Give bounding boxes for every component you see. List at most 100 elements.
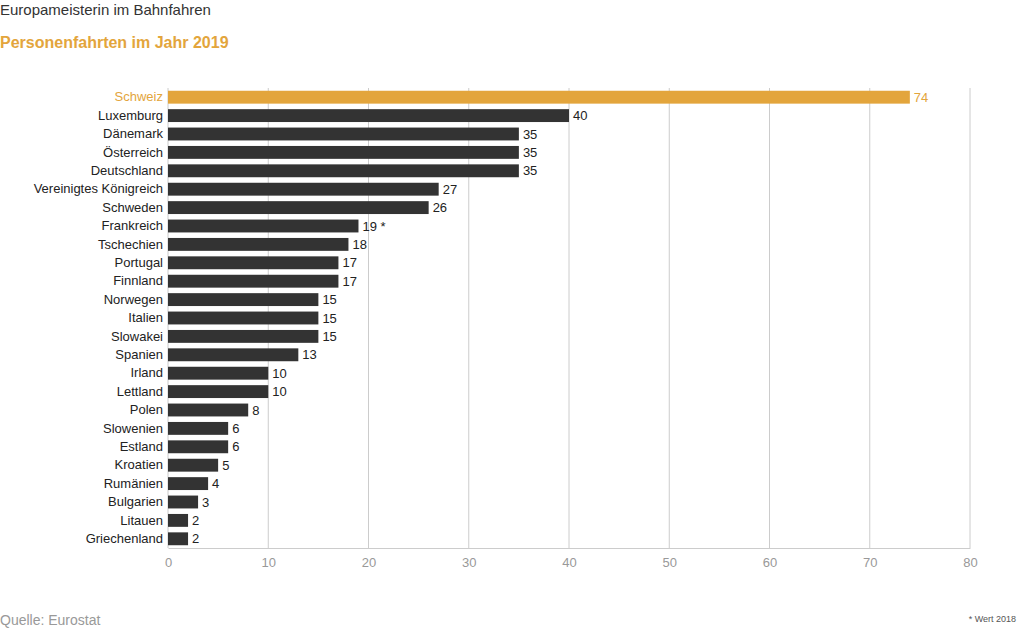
category-tick: Griechenland	[86, 531, 168, 546]
grid-line	[769, 88, 770, 548]
category-label: Rumänien	[104, 476, 163, 491]
category-label: Portugal	[115, 255, 164, 270]
tick-label: 20	[362, 555, 376, 570]
category-tick: Schweden	[102, 200, 168, 215]
bar	[168, 164, 519, 177]
category-tick: Luxemburg	[98, 108, 168, 123]
category-label: Spanien	[115, 347, 163, 362]
data-label: 13	[302, 347, 316, 362]
data-label: 10	[272, 384, 286, 399]
bar	[168, 459, 218, 472]
data-label: 19 *	[362, 219, 385, 234]
category-tick: Tschechien	[98, 237, 168, 252]
category-label: Litauen	[120, 513, 163, 528]
category-label: Tschechien	[98, 237, 163, 252]
category-label: Vereinigtes Königreich	[34, 181, 163, 196]
category-tick: Litauen	[120, 513, 168, 528]
bar	[168, 330, 318, 343]
category-label: Finnland	[113, 273, 163, 288]
category-tick: Dänemark	[103, 126, 168, 141]
category-label: Schweiz	[115, 89, 163, 104]
tick: 70	[863, 548, 877, 570]
bar	[168, 385, 268, 398]
axis-line	[169, 548, 971, 549]
category-label: Lettland	[117, 384, 163, 399]
chart: Europameisterin im BahnfahrenPersonenfah…	[0, 0, 1024, 631]
bar	[168, 348, 298, 361]
data-label: 15	[322, 311, 336, 326]
tick: 60	[763, 548, 777, 570]
category-tick: Österreich	[103, 145, 168, 160]
tick-label: 60	[763, 555, 777, 570]
tick: 50	[663, 548, 677, 570]
category-tick: Norwegen	[104, 292, 168, 307]
bar	[168, 422, 228, 435]
data-label: 4	[212, 476, 219, 491]
bar	[168, 201, 429, 214]
bar	[168, 440, 228, 453]
data-label: 15	[322, 329, 336, 344]
category-label: Bulgarien	[108, 494, 163, 509]
bar	[168, 275, 338, 288]
category-label: Schweden	[102, 200, 163, 215]
category-label: Irland	[130, 365, 163, 380]
data-label: 8	[252, 403, 259, 418]
data-label: 6	[232, 421, 239, 436]
tick-label: 50	[663, 555, 677, 570]
data-label: 17	[342, 255, 356, 270]
data-label: 27	[443, 182, 457, 197]
category-label: Österreich	[103, 145, 163, 160]
bar	[168, 312, 318, 325]
data-label: 26	[433, 200, 447, 215]
bar	[168, 220, 358, 233]
grid-line	[869, 88, 870, 548]
tick: 20	[362, 548, 376, 570]
bar	[168, 183, 439, 196]
tick-label: 80	[963, 555, 977, 570]
data-label: 10	[272, 366, 286, 381]
tick: 0	[165, 548, 172, 570]
data-label: 2	[192, 513, 199, 528]
category-label: Deutschland	[91, 163, 163, 178]
category-label: Italien	[128, 310, 163, 325]
note: * Wert 2018	[969, 614, 1016, 624]
grid-line	[669, 88, 670, 548]
bar	[168, 367, 268, 380]
source: Quelle: Eurostat	[0, 612, 100, 628]
grid-line	[970, 88, 971, 548]
bar	[168, 532, 188, 545]
data-label: 35	[523, 145, 537, 160]
category-tick: Schweiz	[115, 89, 168, 104]
category-tick: Finnland	[113, 273, 168, 288]
category-tick: Vereinigtes Königreich	[34, 181, 168, 196]
title: Europameisterin im Bahnfahren	[0, 1, 211, 18]
bar	[168, 514, 188, 527]
category-tick: Spanien	[115, 347, 168, 362]
category-tick: Bulgarien	[108, 494, 168, 509]
data-label: 18	[352, 237, 366, 252]
tick: 10	[262, 548, 276, 570]
tick-label: 40	[562, 555, 576, 570]
y-axis: Schweiz Luxemburg Dänemark Österreich Deutsc…	[34, 89, 168, 546]
category-label: Luxemburg	[98, 108, 163, 123]
data-label: 35	[523, 163, 537, 178]
data-label: 15	[322, 292, 336, 307]
bar	[168, 109, 569, 122]
data-label: 3	[202, 495, 209, 510]
data-labels: 7440353535272619 *1817171515151310108665…	[192, 90, 928, 547]
bar	[168, 496, 198, 509]
category-label: Griechenland	[86, 531, 163, 546]
category-tick: Slowenien	[103, 421, 168, 436]
bars	[168, 91, 910, 545]
bar	[168, 404, 248, 417]
category-tick: Polen	[130, 402, 168, 417]
tick-label: 30	[462, 555, 476, 570]
data-label: 74	[914, 90, 928, 105]
tick-label: 70	[863, 555, 877, 570]
category-label: Dänemark	[103, 126, 163, 141]
category-tick: Italien	[128, 310, 168, 325]
category-tick: Lettland	[117, 384, 168, 399]
bar	[168, 293, 318, 306]
tick: 30	[462, 548, 476, 570]
category-label: Frankreich	[102, 218, 163, 233]
